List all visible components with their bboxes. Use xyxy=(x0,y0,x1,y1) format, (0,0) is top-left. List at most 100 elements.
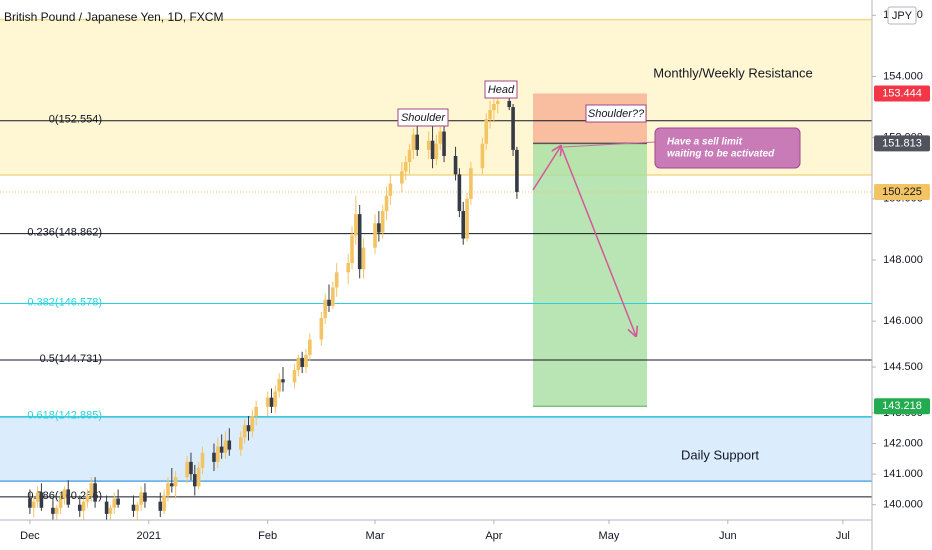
candle-body xyxy=(104,501,109,514)
candle-body xyxy=(438,131,443,144)
candles xyxy=(28,94,519,524)
price-label-box xyxy=(874,85,930,102)
candle-body xyxy=(39,492,44,508)
candle-body xyxy=(388,183,393,196)
candle-body xyxy=(158,501,163,511)
candle-body xyxy=(511,107,515,150)
zone-label: Monthly/Weekly Resistance xyxy=(653,65,812,80)
y-tick-label: 144.500 xyxy=(883,361,923,373)
candle-body xyxy=(196,468,201,487)
candle-body xyxy=(403,162,408,172)
fib-label: 0.618(142.885) xyxy=(27,409,102,421)
zone-label: Daily Support xyxy=(681,447,759,462)
candle-body xyxy=(281,379,285,383)
candle-body xyxy=(277,379,281,392)
candle-body xyxy=(185,461,189,478)
candle-body xyxy=(377,223,381,233)
candle-body xyxy=(212,452,216,462)
price-label-box xyxy=(874,183,930,200)
target-zone xyxy=(533,143,647,407)
currency: JPY xyxy=(892,10,913,22)
candle-body xyxy=(515,149,519,192)
candle-body xyxy=(331,287,335,306)
candle-body xyxy=(380,211,385,233)
candle-body xyxy=(304,354,308,368)
candle-body xyxy=(292,370,297,383)
candle-body xyxy=(334,272,339,288)
candle-body xyxy=(507,100,512,108)
y-tick-label: 141.000 xyxy=(883,468,923,480)
y-tick-label: 140.000 xyxy=(883,499,923,511)
x-tick-label: Jun xyxy=(719,530,737,542)
candle-body xyxy=(430,140,435,160)
candle-body xyxy=(492,104,496,111)
price-label: 151.813 xyxy=(882,137,922,149)
axes: 140.000141.000142.000143.000144.500146.0… xyxy=(20,9,930,542)
candle-body xyxy=(239,437,243,450)
candle-body xyxy=(66,489,71,505)
x-tick-label: Mar xyxy=(366,530,385,542)
candle-body xyxy=(131,504,136,511)
candle-body xyxy=(480,143,485,169)
price-label-box xyxy=(874,135,930,152)
y-tick-label: 142.000 xyxy=(883,437,923,449)
candle-body xyxy=(319,318,324,340)
candle-body xyxy=(384,195,389,212)
candle-body xyxy=(28,498,32,508)
candle-body xyxy=(357,214,362,270)
arrow xyxy=(560,145,636,336)
candle-body xyxy=(216,446,220,462)
fib-levels: -0.27(156.779)0(152.554)0.236(148.862)0.… xyxy=(0,114,872,502)
candle-body xyxy=(350,235,354,264)
annotation-box xyxy=(397,108,449,127)
x-tick-label: May xyxy=(599,530,620,542)
x-tick-label: 2021 xyxy=(137,530,161,542)
candle-body xyxy=(166,483,170,496)
candle-body xyxy=(85,495,90,502)
candle-body xyxy=(308,339,312,355)
price-label-box xyxy=(874,398,930,415)
candle-body xyxy=(51,507,55,514)
candle-body xyxy=(227,440,232,450)
y-tick-label: 148.000 xyxy=(883,254,923,266)
candle-body xyxy=(189,461,193,475)
candle-body xyxy=(484,119,489,144)
candle-body xyxy=(135,504,140,511)
callout xyxy=(654,127,801,169)
currency-box xyxy=(887,6,917,25)
annotation: Head xyxy=(488,84,515,96)
fib-label: 0(152.554) xyxy=(49,114,102,126)
candle-body xyxy=(173,477,178,487)
candle-body xyxy=(223,440,228,453)
x-tick-label: Dec xyxy=(20,530,40,542)
candle-body xyxy=(54,507,59,514)
candle-body xyxy=(453,156,458,175)
annotation-box xyxy=(585,104,647,123)
candle-body xyxy=(219,446,224,453)
chart-title: British Pound / Japanese Yen, 1D, FXCM xyxy=(4,10,223,24)
candle-body xyxy=(327,299,331,306)
candle-body xyxy=(108,507,113,514)
position-tool xyxy=(533,93,647,407)
time-axis xyxy=(0,520,872,550)
candle-body xyxy=(488,110,492,120)
arrow xyxy=(532,146,561,191)
fib-label: 0.382(146.578) xyxy=(27,296,102,308)
candle-body xyxy=(242,425,247,438)
candle-body xyxy=(323,299,327,319)
candle-body xyxy=(58,498,63,508)
candle-body xyxy=(346,263,350,273)
x-tick-label: Jul xyxy=(836,530,850,542)
candle-body xyxy=(35,492,40,502)
candle-body xyxy=(162,495,166,511)
candle-body xyxy=(407,149,412,163)
candle-body xyxy=(143,492,147,502)
callout-text: waiting to be activated xyxy=(667,149,775,160)
candle-body xyxy=(457,174,462,212)
candle-body xyxy=(265,397,270,407)
callout-pointer xyxy=(562,141,656,148)
candle-body xyxy=(411,134,416,150)
candle-body xyxy=(354,214,358,236)
candle-body xyxy=(361,247,366,270)
price-label: 143.218 xyxy=(882,400,922,412)
